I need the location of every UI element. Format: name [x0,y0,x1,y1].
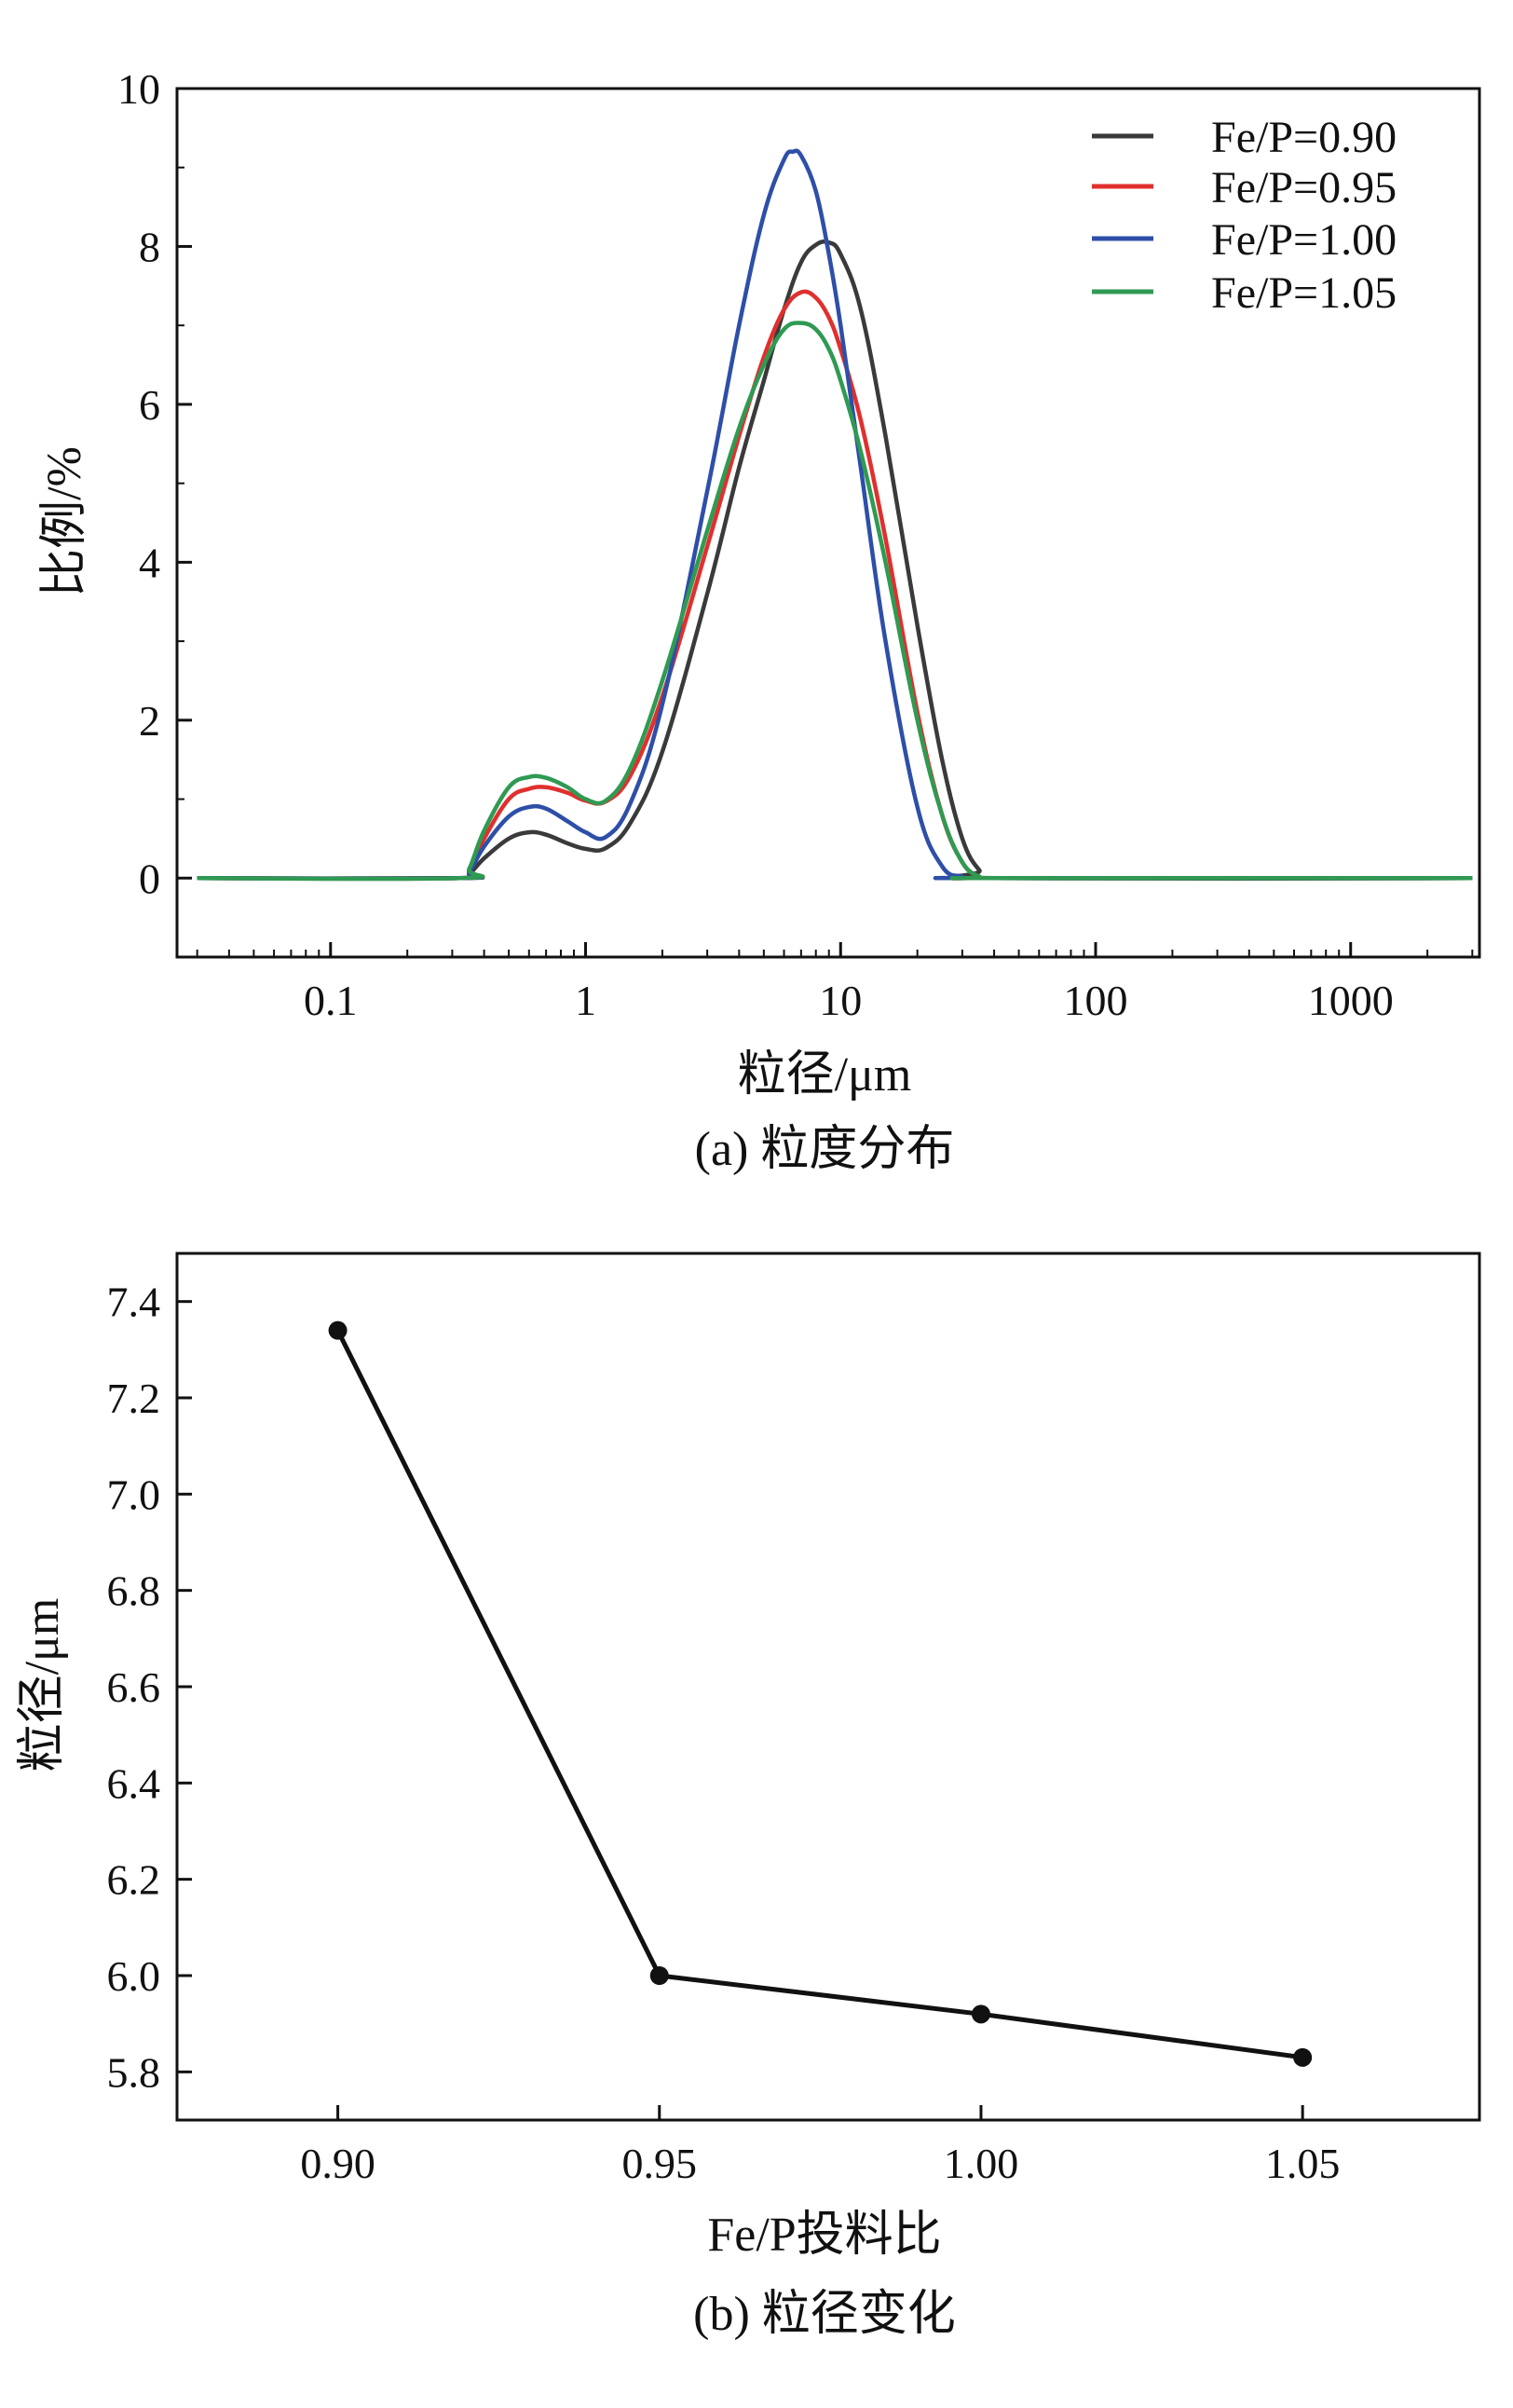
chart-b-caption: (b) 粒径变化 [693,2288,956,2341]
chart-a-y-tick-label: 4 [139,539,160,586]
chart-b-point-3 [1293,2047,1313,2067]
chart-a-y-tick-label: 2 [139,697,160,745]
chart-b-ticks: 0.90 0.95 1.00 1.05 5.8 6.0 6.2 6.4 6.6 6.8 7.0 7.2… [107,1279,1341,2187]
legend-label-2: Fe/P=1.00 [1211,215,1397,265]
chart-a-series [197,148,1473,882]
chart-a-y-axis-title: 比例/% [38,446,91,597]
legend-label-0: Fe/P=0.90 [1211,113,1397,162]
chart-a-x-tick-label: 1000 [1308,977,1394,1024]
chart-b-point-0 [328,1320,348,1340]
chart-a-x-tick-label: 100 [1063,977,1127,1024]
chart-a-x-tick-label: 0.1 [304,977,358,1024]
chart-b-y-tick-label: 7.0 [107,1471,161,1518]
chart-a-series-line-3 [197,321,1473,882]
chart-a-y-tick-label: 0 [139,855,160,902]
chart-b-series [328,1320,1313,2067]
chart-b-series-line [335,1329,1303,2060]
chart-b-y-tick-label: 6.8 [107,1567,161,1615]
legend-label-3: Fe/P=1.05 [1211,268,1397,318]
chart-b-y-tick-label: 6.6 [107,1663,161,1711]
chart-a-ticks: 0.1 1 10 100 1000 0 2 4 6 8 10 [117,65,1474,1024]
chart-b-y-tick-label: 5.8 [107,2048,161,2096]
particle-size-distribution-chart: 0.1 1 10 100 1000 0 2 4 6 8 10 Fe/P=0.90 Fe/P=0.95… [38,65,1481,1176]
chart-b-x-tick-label: 1.05 [1265,2140,1341,2187]
chart-b-x-tick-label: 0.90 [300,2140,375,2187]
chart-b-x-tick-label: 1.00 [944,2140,1019,2187]
chart-a-series-line-1 [197,289,1473,882]
chart-a-y-tick-label: 8 [139,223,160,270]
legend-label-1: Fe/P=0.95 [1211,163,1397,212]
chart-a-series-line-2 [197,148,1473,882]
chart-a-y-tick-label: 6 [139,381,160,429]
chart-a-x-tick-label: 1 [575,977,596,1024]
chart-b-y-tick-label: 6.4 [107,1759,161,1807]
particle-size-change-chart: 0.90 0.95 1.00 1.05 5.8 6.0 6.2 6.4 6.6 6.8 7.0 7.2… [16,1252,1481,2341]
chart-a-legend: Fe/P=0.90 Fe/P=0.95 Fe/P=1.00 Fe/P=1.05 [1092,113,1397,318]
chart-a-x-axis-title: 粒径/μm [738,1048,912,1101]
chart-a-series-line-0 [197,239,1473,882]
chart-a-y-tick-label: 10 [117,65,160,113]
chart-b-point-2 [971,2004,990,2024]
chart-b-y-tick-label: 6.2 [107,1856,161,1904]
chart-b-x-tick-label: 0.95 [622,2140,698,2187]
chart-a-x-tick-label: 10 [819,977,862,1024]
chart-a-caption: (a) 粒度分布 [695,1123,955,1176]
chart-b-y-tick-label: 7.4 [107,1279,161,1326]
chart-b-point-1 [649,1966,669,1985]
chart-b-y-tick-label: 7.2 [107,1375,161,1422]
chart-b-y-tick-label: 6.0 [107,1952,161,2000]
chart-b-plot-frame [175,1252,1481,2122]
chart-b-x-axis-title: Fe/P投料比 [707,2209,941,2262]
chart-b-y-axis-title: 粒径/μm [16,1598,69,1772]
